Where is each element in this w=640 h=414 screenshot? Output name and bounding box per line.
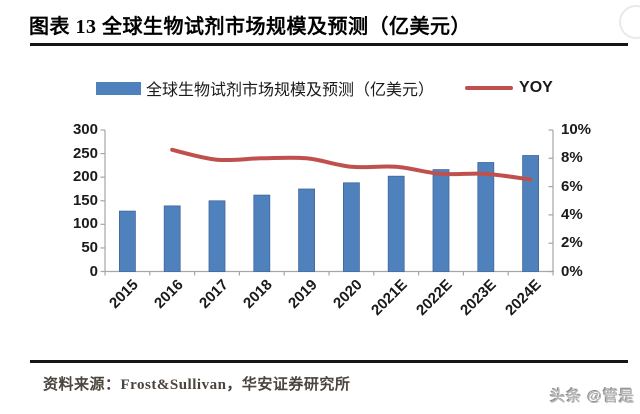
- bar-2024E: [522, 155, 539, 272]
- left-axis-tick-label: 150: [72, 191, 98, 209]
- right-axis-tick-label: 4%: [561, 205, 583, 223]
- bar-2023E: [477, 162, 495, 272]
- right-axis-tick-label: 0%: [561, 262, 583, 280]
- bar-2016: [163, 205, 181, 272]
- bar-2022E: [432, 169, 450, 272]
- right-axis-tick-label: 8%: [561, 149, 583, 167]
- bar-2018: [253, 194, 271, 272]
- title-rule: [30, 43, 628, 46]
- left-axis-tick-label: 100: [72, 215, 98, 233]
- source-rule: [30, 360, 628, 363]
- page-title: 图表 13 全球生物试剂市场规模及预测（亿美元）: [29, 16, 471, 38]
- right-axis-tick-label: 2%: [561, 234, 583, 252]
- left-axis-tick-label: 0: [89, 262, 98, 280]
- legend-bar-swatch: [96, 81, 141, 95]
- watermark-text: 头条 @管是: [550, 388, 635, 405]
- yoy-line: [170, 147, 533, 182]
- source-note: 资料来源：Frost&Sullivan，华安证券研究所: [43, 377, 351, 393]
- bar-2020: [342, 182, 360, 272]
- bar-2015: [119, 210, 136, 272]
- chart-legend: 全球生物试剂市场规模及预测（亿美元） YOY: [96, 79, 553, 99]
- bar-2017: [208, 200, 226, 273]
- legend-line-label: YOY: [519, 79, 553, 96]
- right-axis-tick-label: 10%: [561, 121, 592, 138]
- watermark-circle-fragment: [619, 5, 640, 39]
- bar-2019: [298, 188, 316, 272]
- left-axis-tick-label: 250: [72, 144, 98, 162]
- legend-bar-label: 全球生物试剂市场规模及预测（亿美元）: [146, 82, 435, 99]
- legend-line-swatch: [465, 86, 514, 90]
- right-axis-tick-label: 6%: [561, 177, 583, 195]
- bar-2021E: [387, 175, 405, 272]
- left-axis-tick-label: 50: [81, 238, 98, 256]
- left-axis-tick-label: 200: [72, 168, 98, 186]
- left-axis-tick-label: 300: [72, 121, 98, 138]
